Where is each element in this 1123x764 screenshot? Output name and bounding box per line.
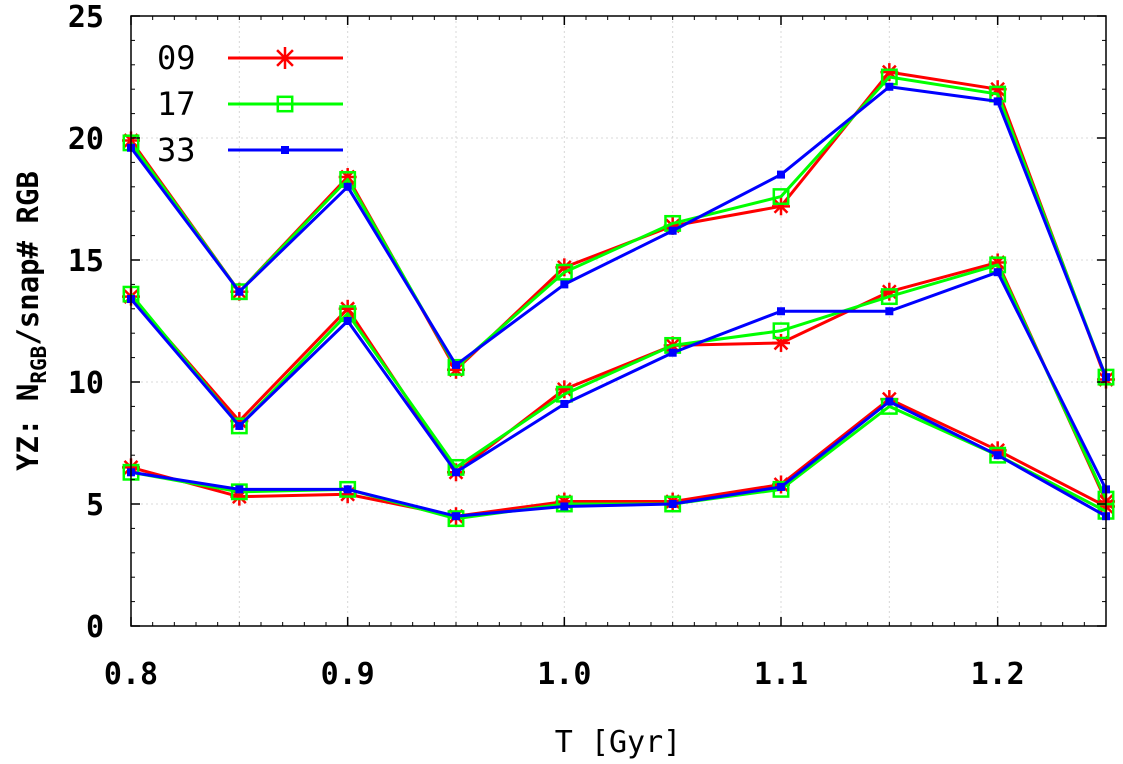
x-tick-label: 1.2	[971, 657, 1025, 692]
filled-square-marker	[993, 97, 1002, 106]
open-square-marker	[989, 446, 1007, 464]
open-square-marker	[555, 495, 573, 513]
y-axis-label: YZ: NRGB/snap# RGB	[11, 171, 51, 471]
series-line	[129, 270, 1108, 491]
open-square-marker	[447, 358, 465, 376]
filled-square-marker	[885, 397, 894, 406]
asterisk-marker	[274, 47, 296, 69]
filled-square-marker	[560, 502, 569, 511]
series-layer	[122, 63, 1115, 528]
filled-square-marker	[343, 317, 352, 325]
series-line	[130, 397, 1107, 518]
series-line	[129, 85, 1108, 378]
y-axis-label-subscript: RGB	[27, 346, 51, 384]
filled-square-marker	[993, 268, 1002, 277]
filled-square-marker	[777, 307, 785, 316]
filled-square-marker	[452, 360, 460, 369]
open-square-marker	[230, 483, 248, 501]
y-tick-label: 10	[68, 366, 104, 401]
open-square-marker	[555, 263, 573, 281]
legend-label: 09	[157, 39, 196, 77]
x-tick-label: 0.8	[104, 657, 158, 692]
series-line	[129, 75, 1108, 378]
filled-square-marker	[668, 500, 677, 508]
y-tick-label: 0	[86, 610, 104, 645]
filled-square-marker	[993, 451, 1002, 460]
axis-ticks: 0.8 0.9 1.0 1.1 1.2 0 5 10 15 20 25	[68, 0, 1107, 692]
x-tick-label: 1.1	[754, 657, 808, 692]
filled-square-marker	[777, 482, 785, 491]
open-square-marker	[276, 95, 294, 113]
series-line	[129, 263, 1108, 500]
filled-square-marker	[452, 468, 460, 477]
filled-square-marker	[668, 348, 677, 357]
legend-entry: 33	[157, 131, 343, 169]
filled-square-marker	[452, 512, 460, 521]
plot-frame	[130, 15, 1107, 627]
open-square-marker	[230, 417, 248, 435]
filled-square-marker	[777, 170, 785, 179]
y-axis-label-prefix: YZ: N	[11, 384, 45, 471]
asterisk-marker	[772, 197, 790, 216]
series-line	[129, 260, 1108, 503]
y-axis-label-suffix: /snap# RGB	[11, 171, 45, 346]
open-square-marker	[447, 510, 465, 528]
series-line	[130, 400, 1107, 518]
filled-square-marker	[235, 485, 244, 494]
legend-label: 33	[157, 131, 196, 169]
x-axis-label: T [Gyr]	[555, 725, 681, 760]
open-square-marker	[772, 322, 790, 340]
x-tick-label: 0.9	[321, 657, 375, 692]
filled-square-marker	[235, 287, 244, 296]
filled-square-marker	[343, 182, 352, 191]
open-square-marker	[230, 283, 248, 301]
filled-square-marker	[560, 399, 569, 408]
y-tick-label: 15	[68, 244, 104, 279]
open-square-marker	[880, 288, 898, 306]
filled-square-marker	[560, 280, 569, 289]
y-tick-label: 5	[86, 488, 104, 523]
filled-square-marker	[235, 421, 244, 430]
legend-label: 17	[157, 85, 196, 123]
open-square-marker	[772, 188, 790, 206]
filled-square-marker	[668, 226, 677, 235]
legend-entry: 17	[157, 85, 343, 123]
y-tick-label: 20	[68, 122, 104, 157]
legend-entry: 09	[157, 39, 343, 77]
filled-square-marker	[343, 485, 352, 494]
y-tick-label: 25	[68, 0, 104, 35]
filled-square-marker	[885, 307, 894, 316]
filled-square-marker	[885, 82, 894, 91]
filled-square-marker	[281, 146, 289, 154]
x-tick-label: 1.0	[537, 657, 591, 692]
legend: 09 17 33	[157, 39, 343, 169]
